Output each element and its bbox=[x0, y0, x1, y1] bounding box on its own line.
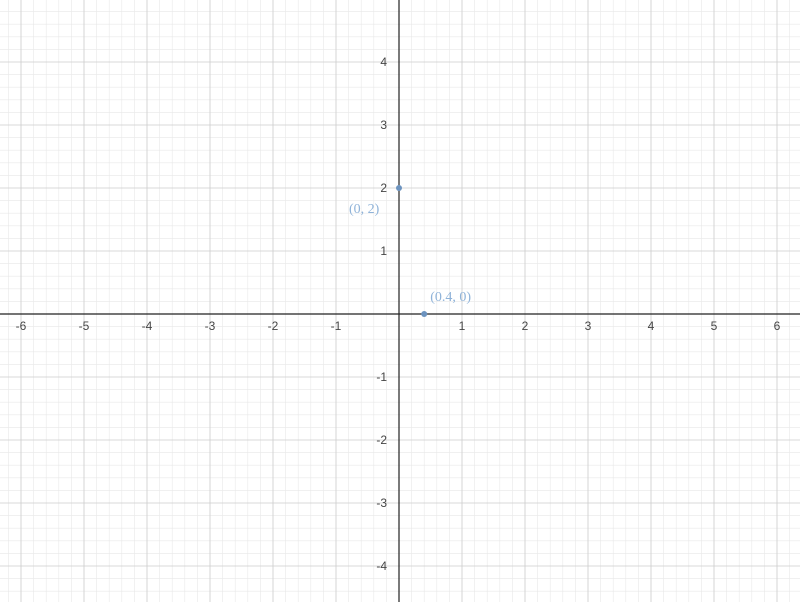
y-tick-label: -4 bbox=[376, 559, 387, 573]
x-tick-label: 1 bbox=[459, 319, 466, 333]
x-tick-label: -6 bbox=[16, 319, 27, 333]
y-tick-label: -1 bbox=[376, 370, 387, 384]
point-label: (0, 2) bbox=[349, 202, 379, 218]
point-label: (0.4, 0) bbox=[430, 290, 471, 306]
x-tick-label: -3 bbox=[205, 319, 216, 333]
x-tick-label: -4 bbox=[142, 319, 153, 333]
coordinate-chart: -6-5-4-3-2-11234564321-1-2-3-4-5 (0, 2)(… bbox=[0, 0, 800, 602]
y-tick-label: 2 bbox=[380, 181, 387, 195]
y-tick-label: 4 bbox=[380, 55, 387, 69]
grid-svg: -6-5-4-3-2-11234564321-1-2-3-4-5 bbox=[0, 0, 800, 602]
x-tick-label: -5 bbox=[79, 319, 90, 333]
x-tick-label: 5 bbox=[711, 319, 718, 333]
chart-background bbox=[0, 0, 800, 602]
y-tick-label: -2 bbox=[376, 433, 387, 447]
x-tick-label: 4 bbox=[648, 319, 655, 333]
point-marker bbox=[396, 185, 402, 191]
y-tick-label: -3 bbox=[376, 496, 387, 510]
x-tick-label: 2 bbox=[522, 319, 529, 333]
x-tick-label: 3 bbox=[585, 319, 592, 333]
x-tick-label: 6 bbox=[774, 319, 781, 333]
y-tick-label: 3 bbox=[380, 118, 387, 132]
x-tick-label: -1 bbox=[331, 319, 342, 333]
x-tick-label: -2 bbox=[268, 319, 279, 333]
y-tick-label: 1 bbox=[380, 244, 387, 258]
point-marker bbox=[421, 311, 427, 317]
